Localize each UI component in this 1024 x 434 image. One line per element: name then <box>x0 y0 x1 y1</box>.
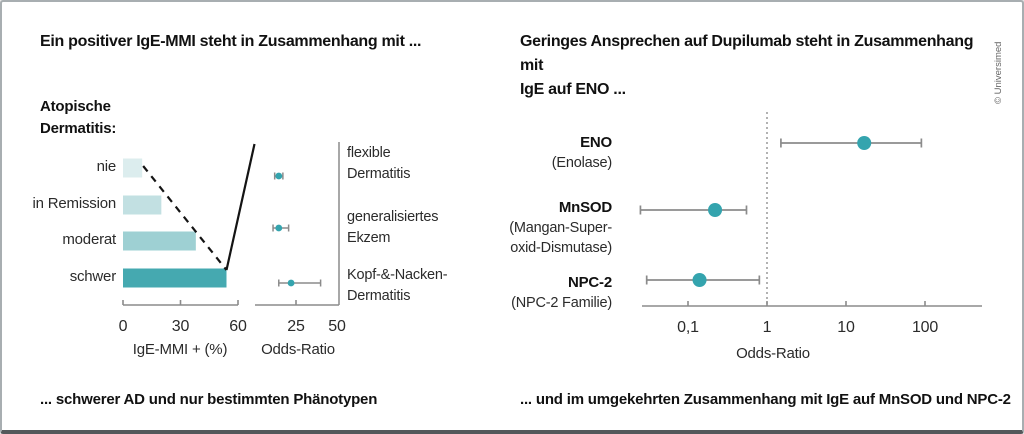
or-axis-tick-label: 10 <box>837 319 855 336</box>
left-odds-ratio-axis-title: Odds-Ratio <box>261 341 335 358</box>
odds-ratio-point <box>692 273 707 287</box>
group-label-line1: Atopische <box>40 98 111 115</box>
bar-axis-title: IgE-MMI + (%) <box>132 341 228 358</box>
group-label-line2: Dermatitis: <box>40 120 117 137</box>
right-odds-ratio-axis-title: Odds-Ratio <box>736 345 810 362</box>
right-panel-caption: ... und im umgekehrten Zusammenhang mit … <box>520 391 1011 408</box>
bar-chart-group-label: Atopische Dermatitis: <box>40 96 116 140</box>
bar-nie <box>123 158 143 178</box>
bar-schwer <box>123 268 227 288</box>
right-panel-title: Geringes Ansprechen auf Dupilumab steht … <box>520 30 995 102</box>
odds-ratio-point <box>708 203 723 217</box>
odds-ratio-point <box>287 279 295 287</box>
or-axis-tick-label: 100 <box>912 319 938 336</box>
or-axis-tick-label: 25 <box>287 318 305 335</box>
odds-ratio-point <box>275 224 283 232</box>
or-axis-tick-label: 1 <box>763 319 772 336</box>
or-axis-tick-label: 0,1 <box>677 319 699 336</box>
publisher-credit: © Universimed <box>993 41 1004 104</box>
bar-moderat <box>123 231 196 251</box>
right-panel-title-line1: Geringes Ansprechen auf Dupilumab steht … <box>520 33 974 74</box>
bar-axis-tick-label: 30 <box>172 318 190 335</box>
bar-axis-tick-label: 0 <box>119 318 128 335</box>
left-panel-title: Ein positiver IgE-MMI steht in Zusammenh… <box>40 33 422 50</box>
bar-axis-tick-label: 60 <box>229 318 247 335</box>
odds-ratio-point <box>857 136 872 150</box>
odds-ratio-point <box>275 172 283 180</box>
dashed-trend-line <box>142 165 228 271</box>
or-axis-tick-label: 50 <box>328 318 346 335</box>
bar-in Remission <box>123 195 162 215</box>
solid-trend-line <box>225 143 256 271</box>
right-panel-title-line2: IgE auf ENO ... <box>520 81 626 98</box>
left-panel-caption: ... schwerer AD und nur bestimmten Phäno… <box>40 391 378 408</box>
